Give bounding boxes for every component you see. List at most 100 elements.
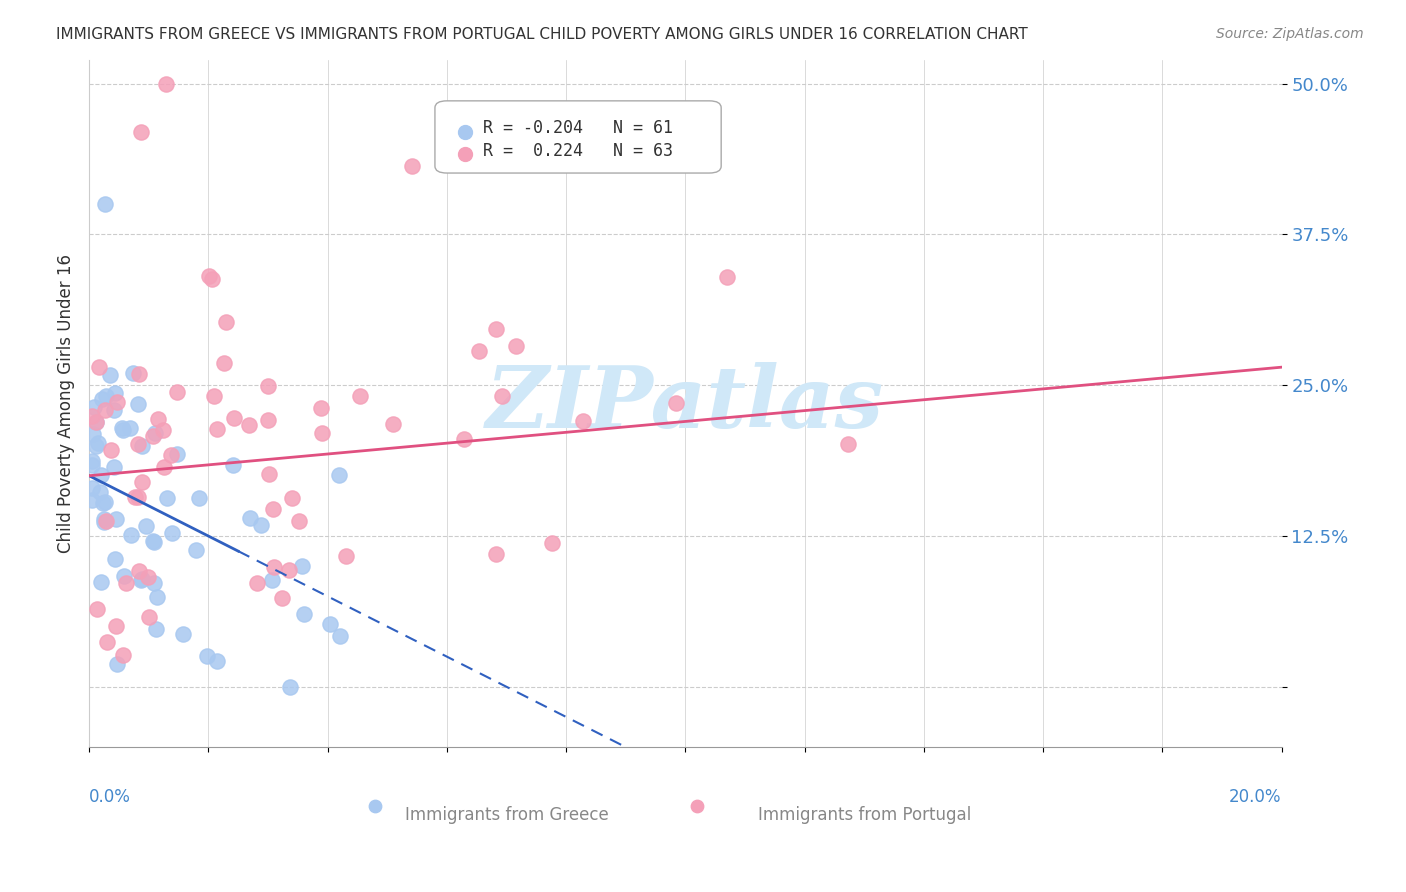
Point bbox=[129, 574, 152, 588]
Point bbox=[468, 343, 491, 358]
Point bbox=[90, 575, 112, 590]
Point bbox=[202, 389, 225, 403]
Point bbox=[135, 519, 157, 533]
Point bbox=[80, 454, 103, 468]
Point bbox=[222, 411, 245, 425]
Point bbox=[136, 570, 159, 584]
Point bbox=[145, 622, 167, 636]
Point bbox=[84, 415, 107, 429]
Point bbox=[143, 534, 166, 549]
Point bbox=[80, 493, 103, 508]
Text: 0.0%: 0.0% bbox=[89, 789, 131, 806]
Point bbox=[540, 536, 562, 550]
Point bbox=[198, 268, 221, 283]
Point bbox=[222, 458, 245, 472]
Point bbox=[262, 502, 284, 516]
Point bbox=[131, 572, 153, 586]
Point bbox=[142, 534, 165, 549]
Point bbox=[152, 460, 174, 475]
Point bbox=[335, 549, 357, 564]
Point bbox=[104, 552, 127, 566]
Point bbox=[143, 575, 166, 590]
Point bbox=[131, 475, 153, 489]
Point bbox=[104, 511, 127, 525]
Point bbox=[87, 436, 110, 450]
Point bbox=[142, 429, 165, 443]
Point bbox=[485, 548, 508, 562]
Point bbox=[93, 512, 115, 526]
Point bbox=[111, 423, 134, 437]
Point bbox=[104, 619, 127, 633]
Point bbox=[278, 680, 301, 694]
Text: IMMIGRANTS FROM GREECE VS IMMIGRANTS FROM PORTUGAL CHILD POVERTY AMONG GIRLS UND: IMMIGRANTS FROM GREECE VS IMMIGRANTS FRO… bbox=[56, 27, 1028, 42]
Point bbox=[86, 602, 108, 616]
Y-axis label: Child Poverty Among Girls Under 16: Child Poverty Among Girls Under 16 bbox=[58, 254, 75, 553]
Point bbox=[250, 517, 273, 532]
Point bbox=[91, 392, 114, 406]
Point bbox=[152, 424, 174, 438]
Text: R =  0.224   N = 63: R = 0.224 N = 63 bbox=[482, 142, 672, 160]
Point bbox=[118, 420, 141, 434]
Point bbox=[166, 447, 188, 461]
Point bbox=[311, 426, 333, 441]
Text: R = -0.204   N = 61: R = -0.204 N = 61 bbox=[482, 120, 672, 137]
FancyBboxPatch shape bbox=[434, 101, 721, 173]
Point bbox=[277, 563, 299, 577]
Point bbox=[112, 568, 135, 582]
Point bbox=[212, 355, 235, 369]
Point bbox=[319, 617, 342, 632]
Point bbox=[89, 485, 111, 500]
Point bbox=[160, 449, 183, 463]
Point bbox=[665, 395, 688, 409]
Point bbox=[128, 564, 150, 578]
Point bbox=[83, 401, 105, 415]
Point bbox=[94, 389, 117, 403]
Point bbox=[160, 526, 183, 541]
Point bbox=[146, 590, 169, 604]
Point bbox=[100, 442, 122, 457]
Point bbox=[291, 559, 314, 574]
Point bbox=[129, 125, 152, 139]
Point bbox=[263, 560, 285, 574]
Point bbox=[349, 389, 371, 403]
Point bbox=[86, 415, 108, 429]
Point bbox=[257, 467, 280, 482]
Point bbox=[166, 384, 188, 399]
Point bbox=[105, 657, 128, 671]
Point bbox=[288, 514, 311, 528]
Point bbox=[93, 495, 115, 509]
Point bbox=[115, 576, 138, 591]
Point bbox=[84, 439, 107, 453]
Point bbox=[716, 269, 738, 284]
Point bbox=[195, 648, 218, 663]
Point bbox=[112, 648, 135, 662]
Point bbox=[294, 607, 316, 622]
Point bbox=[127, 437, 149, 451]
Point bbox=[121, 366, 143, 380]
Point bbox=[246, 575, 269, 590]
Point bbox=[172, 626, 194, 640]
Point bbox=[491, 389, 513, 403]
Point bbox=[82, 427, 104, 442]
Point bbox=[111, 421, 134, 435]
Point bbox=[138, 610, 160, 624]
Point bbox=[128, 368, 150, 382]
Text: Source: ZipAtlas.com: Source: ZipAtlas.com bbox=[1216, 27, 1364, 41]
Point bbox=[257, 379, 280, 393]
Point bbox=[238, 418, 260, 433]
Point bbox=[155, 77, 177, 91]
Point bbox=[80, 409, 103, 423]
Point bbox=[87, 360, 110, 375]
Point bbox=[94, 197, 117, 211]
Point bbox=[184, 542, 207, 557]
Point bbox=[453, 432, 475, 446]
Point bbox=[505, 339, 527, 353]
Point bbox=[215, 315, 238, 329]
Text: Immigrants from Greece: Immigrants from Greece bbox=[405, 805, 609, 823]
Point bbox=[156, 491, 179, 506]
Point bbox=[148, 412, 170, 426]
Point bbox=[205, 654, 228, 668]
Point bbox=[100, 368, 122, 382]
Point bbox=[382, 417, 405, 432]
Point bbox=[93, 515, 115, 529]
